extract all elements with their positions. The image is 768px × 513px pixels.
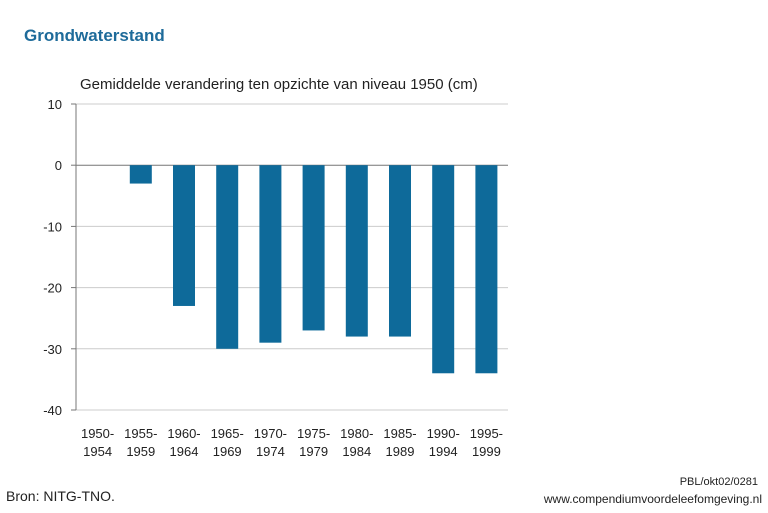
x-tick-label: 1974 — [256, 444, 285, 459]
x-tick-label: 1994 — [429, 444, 458, 459]
y-tick-label: -30 — [43, 342, 62, 357]
x-tick-label: 1979 — [299, 444, 328, 459]
x-tick-label: 1960- — [167, 426, 200, 441]
y-tick-label: 10 — [48, 97, 62, 112]
x-tick-label: 1970- — [254, 426, 287, 441]
x-tick-label: 1989 — [386, 444, 415, 459]
x-tick-label: 1955- — [124, 426, 157, 441]
bar — [216, 165, 239, 349]
y-tick-label: -40 — [43, 403, 62, 418]
bar — [129, 165, 152, 184]
x-tick-label: 1954 — [83, 444, 112, 459]
source-url: www.compendiumvoordeleefomgeving.nl — [543, 492, 762, 506]
x-tick-label: 1950- — [81, 426, 114, 441]
x-tick-label: 1965- — [211, 426, 244, 441]
bar — [432, 165, 455, 374]
x-tick-label: 1990- — [427, 426, 460, 441]
bar — [302, 165, 325, 331]
y-tick-label: -20 — [43, 281, 62, 296]
y-tick-label: -10 — [43, 219, 62, 234]
x-tick-label: 1985- — [383, 426, 416, 441]
y-tick-label: 0 — [55, 158, 62, 173]
source-note: Bron: NITG-TNO. — [6, 488, 115, 504]
bar — [259, 165, 282, 343]
chart-subtitle: Gemiddelde verandering ten opzichte van … — [80, 76, 478, 93]
x-tick-label: 1964 — [170, 444, 199, 459]
bar — [345, 165, 368, 337]
reference-code: PBL/okt02/0281 — [679, 476, 758, 488]
x-tick-label: 1995- — [470, 426, 503, 441]
x-tick-label: 1980- — [340, 426, 373, 441]
x-tick-label: 1975- — [297, 426, 330, 441]
bar — [475, 165, 498, 374]
x-tick-label: 1959 — [126, 444, 155, 459]
x-tick-label: 1999 — [472, 444, 501, 459]
bar — [173, 165, 195, 306]
x-tick-label: 1984 — [342, 444, 371, 459]
x-tick-label: 1969 — [213, 444, 242, 459]
chart-title: Grondwaterstand — [24, 26, 165, 45]
bar — [389, 165, 411, 337]
